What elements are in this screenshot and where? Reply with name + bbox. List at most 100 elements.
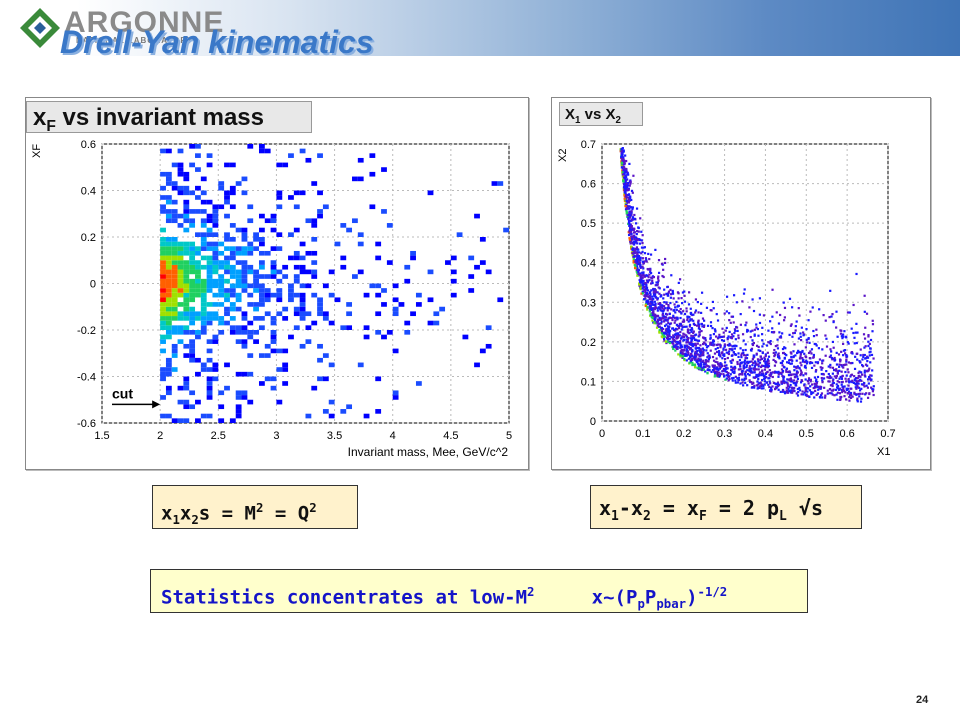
scatter-point bbox=[755, 326, 758, 329]
scatter-point bbox=[791, 359, 794, 362]
scatter-point bbox=[706, 356, 709, 359]
y-tick-label: 0.3 bbox=[581, 297, 596, 309]
scatter-point bbox=[693, 366, 697, 369]
scatter-point bbox=[698, 349, 701, 352]
scatter-point bbox=[630, 218, 634, 221]
heatmap-cell bbox=[491, 181, 498, 186]
heatmap-cell bbox=[270, 334, 277, 340]
scatter-point bbox=[804, 378, 807, 381]
scatter-point bbox=[738, 363, 742, 366]
heatmap-cell bbox=[200, 362, 207, 368]
scatter-point bbox=[828, 376, 831, 380]
heatmap-cell bbox=[189, 353, 196, 358]
scatter-point bbox=[748, 369, 751, 372]
scatter-point bbox=[871, 330, 874, 333]
heatmap-cell bbox=[247, 264, 254, 270]
scatter-point bbox=[759, 349, 762, 353]
scatter-point bbox=[842, 366, 845, 369]
scatter-point bbox=[732, 294, 736, 297]
heatmap-cell bbox=[183, 246, 190, 251]
scatter-point bbox=[848, 311, 851, 314]
heatmap-cell bbox=[218, 185, 225, 191]
scatter-point bbox=[730, 315, 733, 318]
heatmap-cell bbox=[357, 269, 364, 275]
scatter-point bbox=[695, 324, 699, 327]
scatter-point bbox=[683, 312, 687, 316]
scatter-point bbox=[795, 320, 798, 323]
heatmap-cell bbox=[177, 190, 184, 196]
scatter-point bbox=[866, 356, 870, 359]
scatter-point bbox=[722, 367, 726, 371]
scatter-point bbox=[718, 367, 722, 370]
heatmap-cell bbox=[224, 362, 230, 368]
heatmap-cell bbox=[299, 283, 306, 289]
scatter-point bbox=[621, 154, 624, 157]
scatter-point bbox=[856, 397, 859, 400]
scatter-point bbox=[813, 385, 817, 388]
heatmap-cell bbox=[171, 269, 178, 275]
scatter-point bbox=[688, 315, 691, 319]
scatter-point bbox=[742, 365, 746, 368]
scatter-point bbox=[812, 353, 815, 357]
scatter-point bbox=[661, 274, 664, 278]
scatter-point bbox=[627, 173, 630, 176]
scatter-point bbox=[729, 348, 733, 351]
heatmap-cell bbox=[235, 227, 242, 233]
scatter-point bbox=[628, 223, 631, 226]
scatter-point bbox=[816, 375, 820, 379]
scatter-point bbox=[863, 374, 866, 377]
heatmap-cell bbox=[229, 269, 236, 275]
scatter-point bbox=[788, 390, 791, 393]
scatter-point bbox=[728, 342, 731, 345]
scatter-point bbox=[794, 373, 797, 376]
scatter-point bbox=[777, 375, 780, 378]
heatmap-cell bbox=[253, 339, 259, 344]
scatter-point bbox=[666, 328, 670, 331]
heatmap-cell bbox=[171, 218, 178, 224]
heatmap-cell bbox=[270, 227, 277, 233]
scatter-point bbox=[623, 161, 626, 164]
scatter-point bbox=[730, 368, 734, 372]
heatmap-cell bbox=[369, 153, 376, 158]
heatmap-cell bbox=[258, 241, 265, 247]
scatter-point bbox=[720, 339, 724, 342]
scatter-point bbox=[816, 361, 820, 364]
scatter-point bbox=[799, 381, 803, 384]
scatter-point bbox=[667, 291, 670, 295]
heatmap-cell bbox=[305, 218, 312, 224]
heatmap-cell bbox=[299, 302, 306, 307]
heatmap-cell bbox=[189, 357, 196, 363]
scatter-point bbox=[628, 211, 631, 215]
heatmap-cell bbox=[415, 381, 422, 386]
title-vs: vs bbox=[580, 106, 606, 123]
scatter-point bbox=[814, 389, 817, 393]
scatter-point bbox=[639, 217, 642, 220]
scatter-point bbox=[645, 286, 649, 289]
heatmap-cell bbox=[189, 264, 196, 270]
scatter-point bbox=[668, 307, 671, 310]
heatmap-cell bbox=[183, 171, 190, 177]
scatter-point bbox=[627, 221, 631, 224]
scatter-point bbox=[688, 341, 691, 344]
scatter-point bbox=[853, 391, 856, 394]
title-xf-sub: F bbox=[46, 117, 56, 135]
scatter-point bbox=[699, 358, 702, 361]
scatter-point bbox=[648, 257, 651, 261]
scatter-point bbox=[820, 372, 823, 376]
scatter-point bbox=[697, 322, 700, 325]
heatmap-cell bbox=[195, 167, 201, 172]
heatmap-cell bbox=[299, 148, 306, 154]
scatter-point bbox=[636, 256, 639, 260]
heatmap-cell bbox=[288, 195, 294, 200]
scatter-point bbox=[652, 317, 656, 320]
heatmap-cell bbox=[311, 250, 318, 256]
scatter-point bbox=[801, 360, 805, 363]
scatter-point bbox=[666, 325, 670, 328]
scatter-point bbox=[718, 343, 721, 346]
scatter-point bbox=[848, 399, 851, 402]
scatter-point bbox=[804, 355, 807, 358]
scatter-point bbox=[853, 378, 857, 381]
heatmap-cell bbox=[311, 320, 318, 326]
heatmap-cell bbox=[381, 302, 387, 307]
scatter-point bbox=[691, 338, 694, 341]
